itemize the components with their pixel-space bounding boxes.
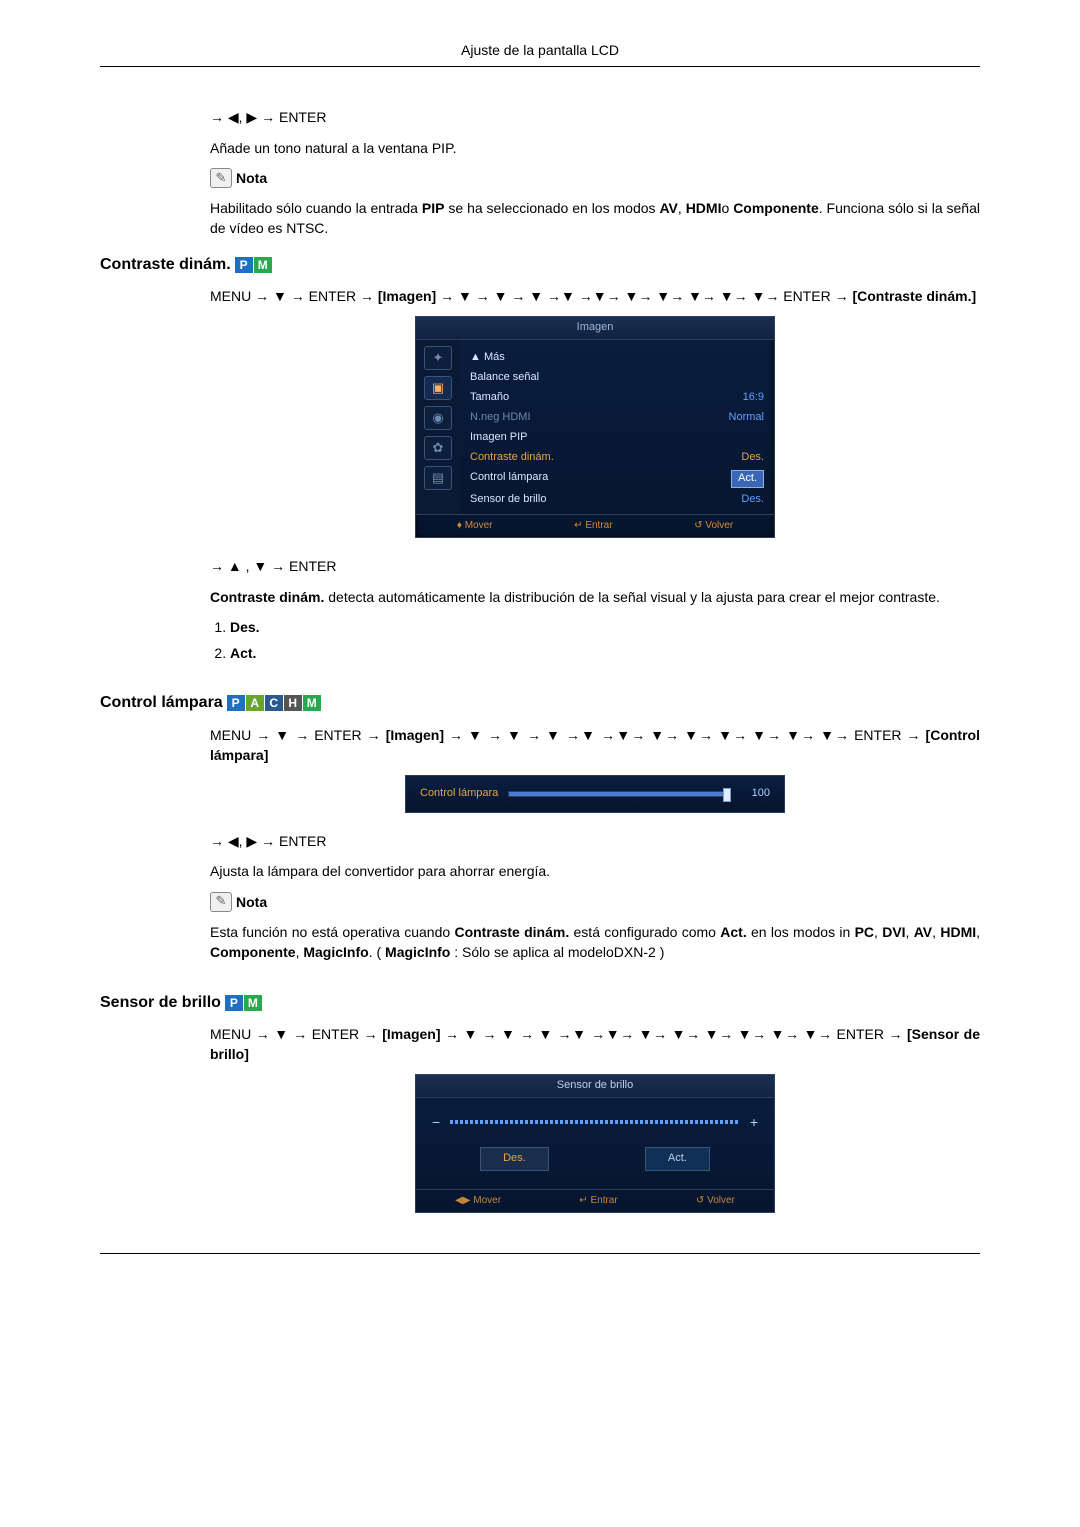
contraste-desc: Contraste dinám. detecta automáticamente… [210,587,980,607]
lampara-note-body: Esta función no está operativa cuando Co… [210,922,980,963]
osd-row-6: Control lámparaAct. [470,468,764,490]
osd-footer-return: ↺ Volver [696,1194,735,1209]
badge-p: P [227,695,245,711]
lampara-osd-fill [509,792,727,796]
lampara-title: Control lámpara [100,691,223,714]
contraste-title-row: Contraste dinám. PM [100,253,980,276]
badge-c: C [265,695,283,711]
badge-m: M [303,695,321,711]
contraste-nav: MENU → ▼ → ENTER → [Imagen] → ▼ → ▼ → ▼ … [210,286,980,306]
lampara-desc: Ajusta la lámpara del convertidor para a… [210,861,980,881]
osd-footer-return: ↺ Volver [694,519,733,534]
badge-m: M [254,257,272,273]
badge-p: P [225,995,243,1011]
note-icon: ✎ [210,168,232,188]
lampara-osd-handle[interactable] [723,788,731,802]
osd-title: Imagen [416,317,774,340]
page-header: Ajuste de la pantalla LCD [100,40,980,67]
badge-p: P [235,257,253,273]
lampara-nav2: → ◀, ▶ → ENTER [210,831,980,851]
osd-icon-rail: ✦ ▣ ◉ ✿ ▤ [416,340,460,514]
sensor-osd-on-button[interactable]: Act. [645,1147,710,1171]
note-icon: ✎ [210,892,232,912]
badge-a: A [246,695,264,711]
osd-icon-4: ✿ [424,436,452,460]
lampara-osd-value: 100 [738,786,770,802]
pip-desc: Añade un tono natural a la ventana PIP. [210,138,980,158]
lampara-osd: Control lámpara 100 [405,775,785,813]
sensor-osd-slider[interactable]: − + [432,1112,758,1132]
contraste-option-2: Act. [230,643,980,663]
section-sensor: Sensor de brillo PM MENU → ▼ → ENTER → [… [100,991,980,1213]
contraste-options: Des. Act. [230,617,980,664]
osd-footer-enter: ↵ Entrar [574,519,612,534]
pip-note-label: Nota [236,168,267,188]
osd-list: ▲ Más Balance señal Tamaño16:9 N.neg HDM… [460,340,774,514]
osd-footer: ♦ Mover ↵ Entrar ↺ Volver [416,514,774,538]
sensor-title: Sensor de brillo [100,991,221,1014]
osd-row-1: Balance señal [470,368,764,388]
osd-icon-3: ◉ [424,406,452,430]
sensor-osd-track [450,1120,740,1124]
lampara-title-row: Control lámpara PACHM [100,691,980,714]
badge-h: H [284,695,302,711]
section-contraste: Contraste dinám. PM MENU → ▼ → ENTER → [… [100,253,980,664]
osd-row-2: Tamaño16:9 [470,388,764,408]
page-footer-rule [100,1253,980,1254]
badge-m: M [244,995,262,1011]
pip-note-body: Habilitado sólo cuando la entrada PIP se… [210,198,980,239]
sensor-osd-off-button[interactable]: Des. [480,1147,549,1171]
osd-row-0: ▲ Más [470,348,764,368]
sensor-osd-title: Sensor de brillo [416,1075,774,1098]
minus-icon[interactable]: − [432,1112,440,1132]
contraste-title: Contraste dinám. [100,253,231,276]
pip-nav-line: → ◀, ▶ → ENTER [210,107,980,127]
contraste-option-1: Des. [230,617,980,637]
osd-footer-move: ◀▶ Mover [455,1194,501,1209]
contraste-nav2: → ▲ , ▼ → ENTER [210,556,980,576]
osd-row-4: Imagen PIP [470,428,764,448]
lampara-nav: MENU → ▼ → ENTER → [Imagen] → ▼ → ▼ → ▼ … [210,725,980,766]
osd-row-3: N.neg HDMINormal [470,408,764,428]
plus-icon[interactable]: + [750,1112,758,1132]
lampara-osd-bar[interactable] [508,791,728,797]
contraste-osd: Imagen ✦ ▣ ◉ ✿ ▤ ▲ Más Balance señal Tam… [415,316,775,538]
sensor-osd-footer: ◀▶ Mover ↵ Entrar ↺ Volver [416,1189,774,1213]
lampara-note: ✎ Nota [210,892,980,912]
pip-note: ✎ Nota [210,168,980,188]
osd-icon-2: ▣ [424,376,452,400]
osd-footer-enter: ↵ Entrar [579,1194,617,1209]
pip-nav: → ◀, ▶ → ENTER Añade un tono natural a l… [210,107,980,238]
osd-footer-move: ♦ Mover [457,519,493,534]
sensor-osd: Sensor de brillo − + Des. Act. ◀▶ Mover … [415,1074,775,1213]
lampara-osd-label: Control lámpara [420,786,498,802]
osd-icon-1: ✦ [424,346,452,370]
sensor-title-row: Sensor de brillo PM [100,991,980,1014]
sensor-nav: MENU → ▼ → ENTER → [Imagen] → ▼ → ▼ → ▼ … [210,1024,980,1065]
osd-icon-5: ▤ [424,466,452,490]
osd-row-7: Sensor de brilloDes. [470,490,764,510]
osd-row-5: Contraste dinám.Des. [470,448,764,468]
section-lampara: Control lámpara PACHM MENU → ▼ → ENTER →… [100,691,980,962]
lampara-note-label: Nota [236,892,267,912]
